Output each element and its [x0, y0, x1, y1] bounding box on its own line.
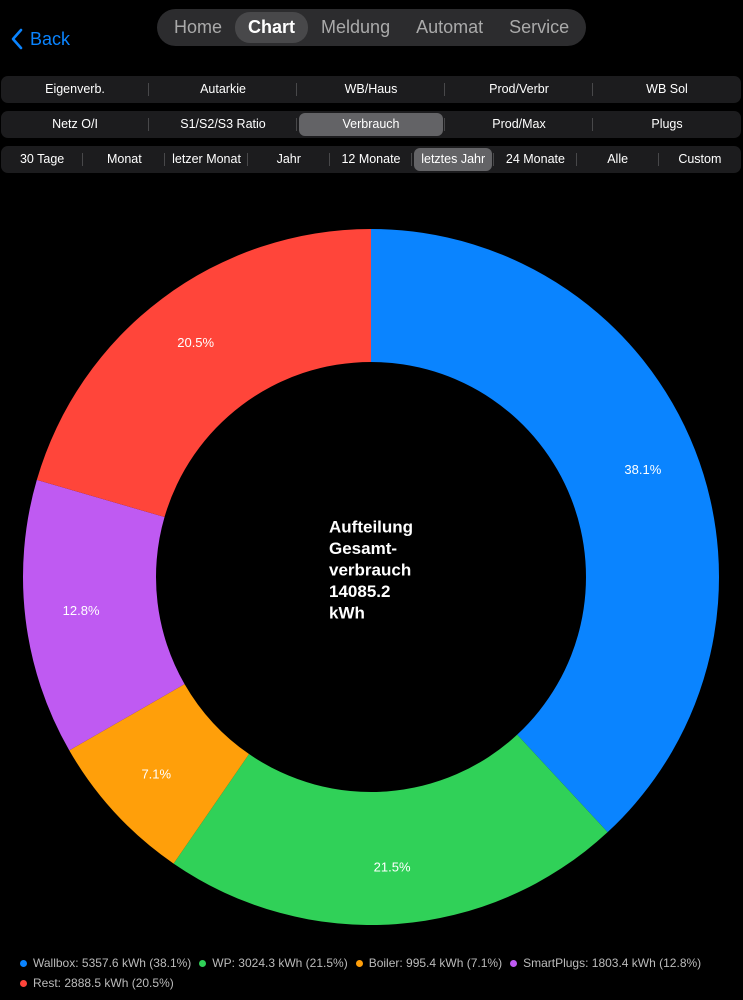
donut-segment: [22, 479, 185, 751]
legend-label: WP: 3024.3 kWh (21.5%): [212, 956, 348, 970]
segment-button[interactable]: letzer Monat: [164, 148, 245, 171]
value-label: 21.5%: [374, 860, 411, 875]
center-text: kWh: [329, 603, 365, 622]
back-label: Back: [30, 28, 71, 49]
segment-button[interactable]: Custom: [657, 148, 739, 171]
nav-tab[interactable]: Meldung: [321, 17, 391, 37]
legend-label: SmartPlugs: 1803.4 kWh (12.8%): [523, 956, 702, 970]
nav-tab[interactable]: Chart: [235, 12, 309, 43]
segment-button[interactable]: Monat: [82, 148, 163, 171]
segment-row-1: Eigenverb. Autarkie WB/Haus Prod/Verbr WB So…: [1, 76, 741, 103]
segment-button[interactable]: WB/Haus: [296, 78, 443, 101]
segment-button[interactable]: Prod/Verbr: [444, 78, 591, 101]
legend-item: SmartPlugs: 1803.4 kWh (12.8%): [510, 955, 701, 971]
nav-tab[interactable]: Automat: [416, 17, 484, 37]
legend-item: Boiler: 995.4 kWh (7.1%): [355, 955, 503, 971]
legend-swatch: [20, 979, 27, 987]
value-label: 20.5%: [177, 335, 214, 350]
donut-segment: [173, 734, 608, 925]
value-label: 7.1%: [141, 766, 171, 781]
legend-swatch: [20, 959, 27, 967]
value-label: 38.1%: [624, 462, 661, 477]
segment-button[interactable]: letztes Jahr: [411, 148, 493, 171]
donut-segment: [371, 229, 719, 833]
center-text: Gesamt-: [329, 539, 397, 558]
nav-tab[interactable]: Home: [174, 17, 223, 37]
segment-button[interactable]: 24 Monate: [493, 148, 574, 171]
legend-label: Boiler: 995.4 kWh (7.1%): [368, 956, 503, 970]
nav-tab[interactable]: Service: [509, 17, 570, 37]
donut-segment: [36, 229, 371, 518]
legend-label: Rest: 2888.5 kWh (20.5%): [33, 976, 174, 990]
segment-button[interactable]: Autarkie: [148, 78, 295, 101]
top-nav: Home Chart Meldung Automat Service: [157, 9, 586, 46]
legend-swatch: [355, 959, 363, 967]
legend-item: WP: 3024.3 kWh (21.5%): [199, 955, 348, 971]
segment-row-3: 30 Tage Monat letzer Monat Jahr 12 Monate let…: [1, 146, 741, 173]
center-text: verbrauch: [329, 560, 411, 579]
back-button[interactable]: Back: [10, 28, 70, 50]
legend-swatch: [199, 959, 207, 967]
legend-label: Wallbox: 5357.6 kWh (38.1%): [33, 956, 192, 970]
donut-chart: 38.1% 21.5% 7.1% 12.8% 20.5% Aufteilung Gesamt…: [22, 229, 719, 925]
segment-button[interactable]: Plugs: [592, 113, 739, 136]
segment-button[interactable]: Alle: [575, 148, 657, 171]
segment-button[interactable]: S1/S2/S3 Ratio: [148, 113, 295, 136]
segment-button[interactable]: 12 Monate: [328, 148, 410, 171]
center-text: 14085.2: [329, 582, 390, 601]
segment-button[interactable]: WB Sol: [592, 78, 739, 101]
segment-button[interactable]: Jahr: [246, 148, 328, 171]
center-text: Aufteilung: [329, 517, 413, 536]
legend-item: Wallbox: 5357.6 kWh (38.1%): [20, 955, 191, 971]
legend-item: Rest: 2888.5 kWh (20.5%): [20, 975, 174, 991]
segment-button[interactable]: Netz O/I: [52, 117, 98, 131]
back-chevron: [11, 28, 23, 50]
donut-segment: [69, 684, 250, 864]
segment-row-2: Netz O/I S1/S2/S3 Ratio Verbrauch Prod/Max P…: [1, 111, 741, 138]
segment-button[interactable]: 30 Tage: [19, 152, 65, 166]
segment-button[interactable]: Verbrauch: [296, 113, 443, 136]
value-label: 12.8%: [63, 603, 100, 618]
segment-button[interactable]: Eigenverb.: [45, 82, 105, 96]
legend: Wallbox: 5357.6 kWh (38.1%) WP: 3024.3 kW…: [20, 955, 720, 991]
legend-swatch: [510, 959, 518, 967]
segment-button[interactable]: Prod/Max: [444, 113, 591, 136]
